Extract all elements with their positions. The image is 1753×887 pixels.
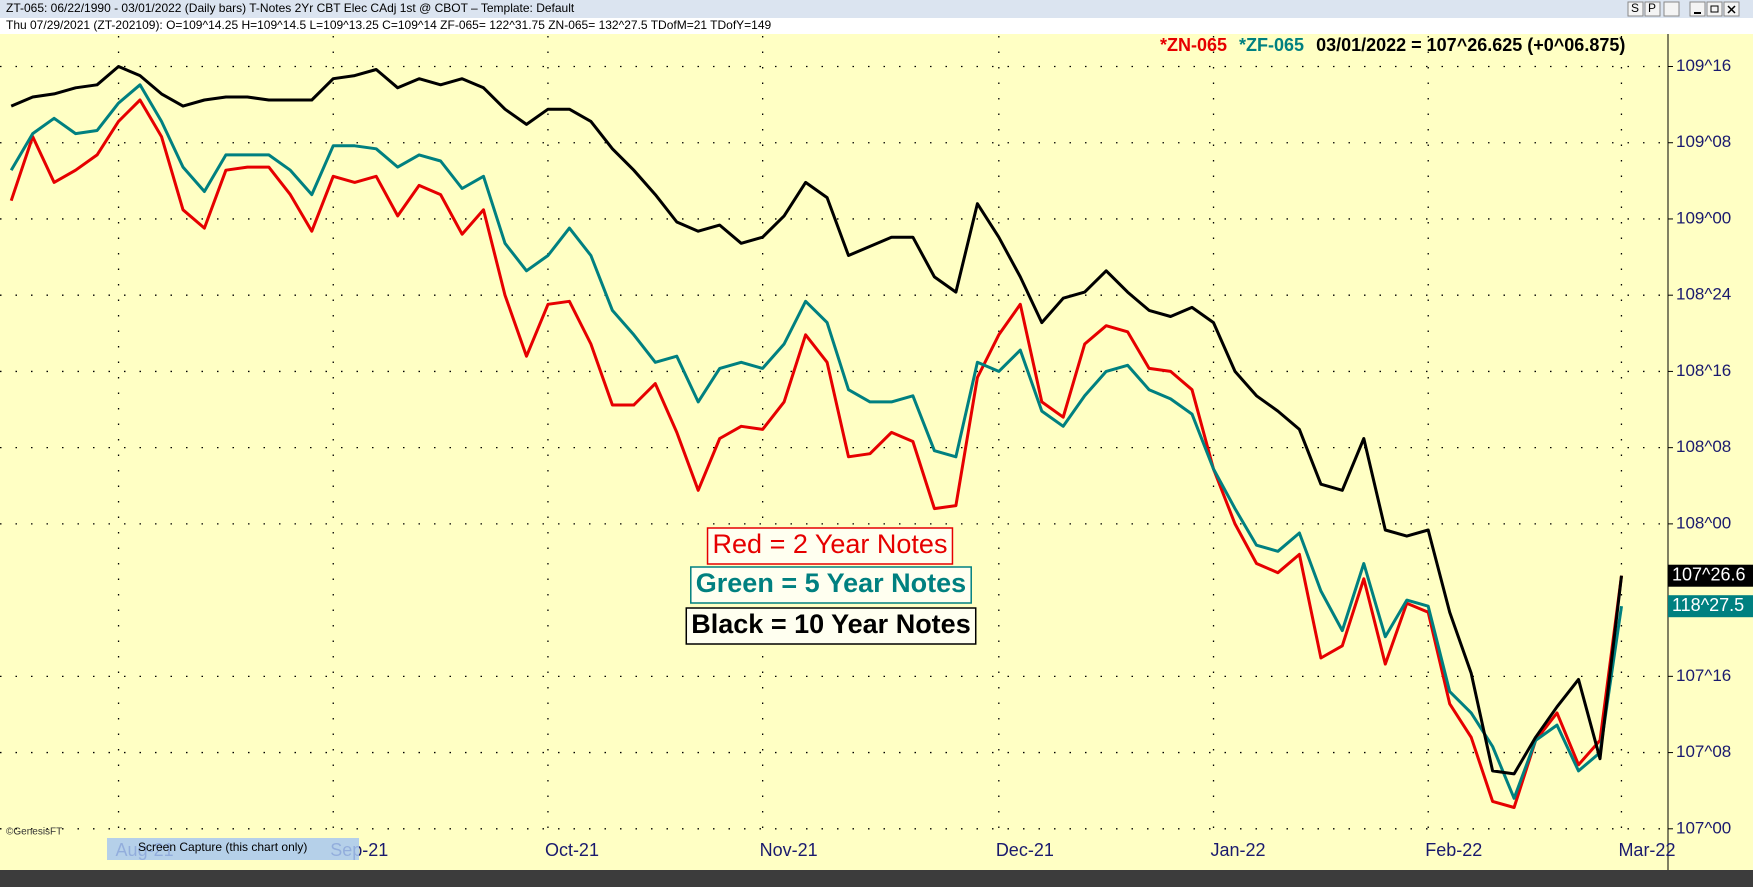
title-bar [0,0,1753,18]
annotation: Green = 5 Year Notes [690,566,972,604]
button-s[interactable] [1627,1,1644,17]
header-line2: Thu 07/29/2021 (ZT-202109): O=109^14.25 … [6,18,772,32]
annotation-text: Red = 2 Year Notes [713,529,948,559]
x-tick-label: Mar-22 [1618,840,1675,860]
copyright: ©GenesisFT [6,827,62,838]
x-tick-label: Oct-21 [545,840,599,860]
button-s-label[interactable]: S [1631,1,1639,15]
y-tick-label: 107^08 [1676,742,1731,761]
annotation-box [706,527,954,565]
annotation: Black = 10 Year Notes [685,607,977,645]
x-tick-label: Feb-22 [1425,840,1482,860]
last-value-tag: 118^27.5 [1668,595,1753,618]
legend-item: *ZN-065 [1160,35,1227,55]
y-tick-label: 107^16 [1676,666,1731,685]
button-minimize[interactable] [1689,1,1706,17]
legend-item: 03/01/2022 = 107^26.625 (+0^06.875) [1316,35,1625,55]
y-tick-label: 107^00 [1676,818,1731,837]
x-tick-label: Nov-21 [760,840,818,860]
y-tick-label: 109^08 [1676,132,1731,151]
y-tick-label: 109^00 [1676,208,1731,227]
button-restore[interactable] [1706,1,1723,17]
line-series [10,65,1623,776]
annotation-text: Black = 10 Year Notes [691,609,970,639]
last-value-box [1668,564,1753,587]
annotation: Red = 2 Year Notes [706,527,954,565]
line-series [9,83,1623,800]
header-line1: ZT-065: 06/22/1990 - 03/01/2022 (Daily b… [6,1,575,15]
last-value-tag: 107^26.6 [1668,564,1753,587]
line-series [9,98,1623,809]
last-value-label: 118^27.5 [1672,595,1744,615]
status-bar [0,870,1753,887]
button-p[interactable] [1644,1,1661,17]
last-value-label: 107^26.6 [1672,564,1746,584]
y-tick-label: 108^24 [1676,285,1731,304]
annotation-box [690,566,972,604]
close-icon [1727,5,1736,14]
annotation-box [685,607,977,645]
info-bar [0,18,1753,34]
y-tick-label: 109^16 [1676,56,1731,75]
x-tick-label: Jan-22 [1211,840,1266,860]
y-tick-label: 108^08 [1676,437,1731,456]
restore-icon [1710,5,1719,13]
y-tick-label: 108^16 [1676,361,1731,380]
y-tick-label: 108^00 [1676,513,1731,532]
button-p-label[interactable]: P [1648,1,1656,15]
tooltip-box [107,838,359,860]
tooltip: Screen Capture (this chart only) [138,840,307,854]
last-value-box [1668,595,1753,618]
annotation-text: Green = 5 Year Notes [696,568,966,598]
x-tick-label: Dec-21 [996,840,1054,860]
legend-item: *ZF-065 [1239,35,1304,55]
button-menu[interactable] [1663,1,1680,17]
